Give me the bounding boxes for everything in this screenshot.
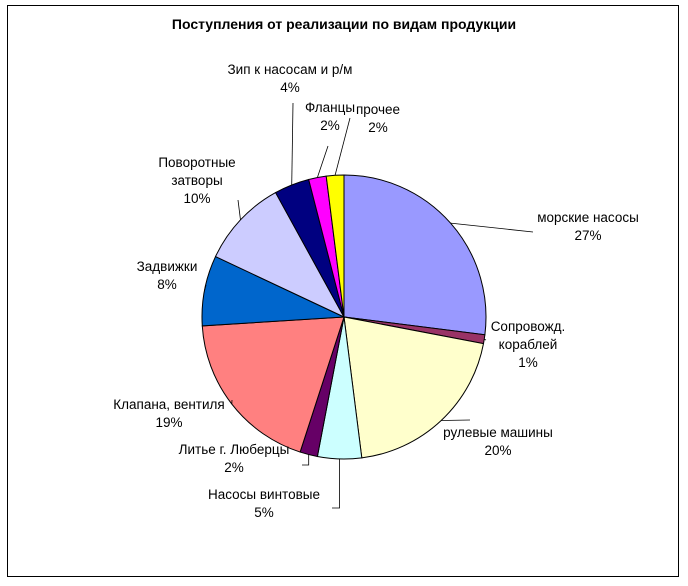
slice-label-8: Зип к насосам и р/м 4% xyxy=(228,62,353,95)
slice-label-0: морские насосы 27% xyxy=(537,210,639,243)
pie-slice-10 xyxy=(325,174,345,318)
leader-line-7 xyxy=(237,199,241,220)
slice-label-2: рулевые машины 20% xyxy=(443,425,553,458)
slice-label-7: Поворотные затворы 10% xyxy=(158,155,235,206)
slice-label-1: Сопровожд. кораблей 1% xyxy=(491,319,566,370)
slice-label-9: Фланцы 2% xyxy=(305,100,355,133)
pie-slice-5 xyxy=(201,316,345,453)
chart-title: Поступления от реализации по видам проду… xyxy=(171,16,517,32)
leader-line-0 xyxy=(450,222,534,233)
leader-line-4 xyxy=(302,454,310,466)
pie-slice-7 xyxy=(214,191,346,319)
slice-label-5: Клапана, вентиля 19% xyxy=(113,397,224,430)
leader-line-8 xyxy=(291,102,294,185)
slice-label-3: Насосы винтовые 5% xyxy=(208,487,320,520)
leader-line-10 xyxy=(334,117,351,176)
pie-slice-0 xyxy=(343,174,487,336)
pie-slice-2 xyxy=(343,316,485,459)
leader-line-3 xyxy=(332,458,340,509)
slice-label-10: прочее 2% xyxy=(356,102,400,135)
leader-line-1 xyxy=(484,338,487,341)
slice-label-4: Литье г. Люберцы 2% xyxy=(179,442,290,475)
leader-line-9 xyxy=(317,145,329,178)
leader-line-2 xyxy=(441,419,471,421)
slice-label-6: Задвижки 8% xyxy=(137,259,198,292)
leader-line-6 xyxy=(204,284,207,291)
